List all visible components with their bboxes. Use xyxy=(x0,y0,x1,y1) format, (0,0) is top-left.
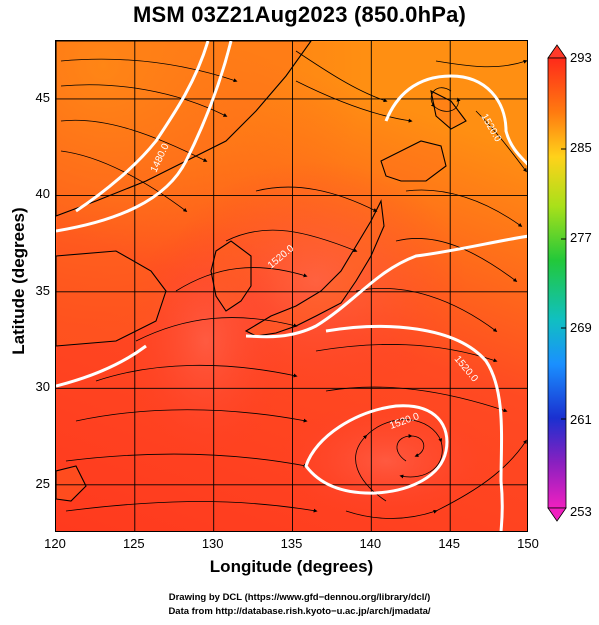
credit-line-2: Data from http://database.rish.kyoto−u.a… xyxy=(168,606,431,617)
y-tick-label: 35 xyxy=(35,283,50,298)
map-plot-area: 1480.0 1520.0 1520.0 1520.0 1520.0 xyxy=(55,40,528,532)
x-axis-label: Longitude (degrees) xyxy=(209,557,374,576)
colorbar-tick: 285 xyxy=(570,140,592,155)
y-tick-label: 30 xyxy=(35,379,50,394)
chart-title: MSM 03Z21Aug2023 (850.0hPa) xyxy=(132,2,467,27)
map-svg: 1480.0 1520.0 1520.0 1520.0 1520.0 xyxy=(56,41,527,531)
x-tick-label: 120 xyxy=(44,536,66,551)
colorbar-tick: 253 xyxy=(570,504,592,519)
x-tick-label: 150 xyxy=(517,536,539,551)
x-tick-label: 140 xyxy=(359,536,382,551)
x-tick-label: 130 xyxy=(201,536,224,551)
colorbar-tick: 293 xyxy=(570,50,592,65)
x-tick-label: 145 xyxy=(438,536,461,551)
colorbar-tick: 261 xyxy=(570,412,592,427)
y-tick-label: 40 xyxy=(35,186,50,201)
land-mask xyxy=(56,41,467,502)
x-tick-label: 135 xyxy=(280,536,303,551)
colorbar xyxy=(547,44,567,522)
height-contours xyxy=(56,41,527,531)
y-tick-label: 45 xyxy=(35,90,50,105)
credit-line-1: Drawing by DCL (https://www.gfd−dennou.o… xyxy=(168,592,431,603)
y-tick-label: 25 xyxy=(35,476,50,491)
colorbar-tick: 269 xyxy=(570,320,592,335)
colorbar-tick: 277 xyxy=(570,230,592,245)
x-tick-label: 125 xyxy=(122,536,145,551)
y-axis-label: Latitude (degrees) xyxy=(9,207,28,355)
